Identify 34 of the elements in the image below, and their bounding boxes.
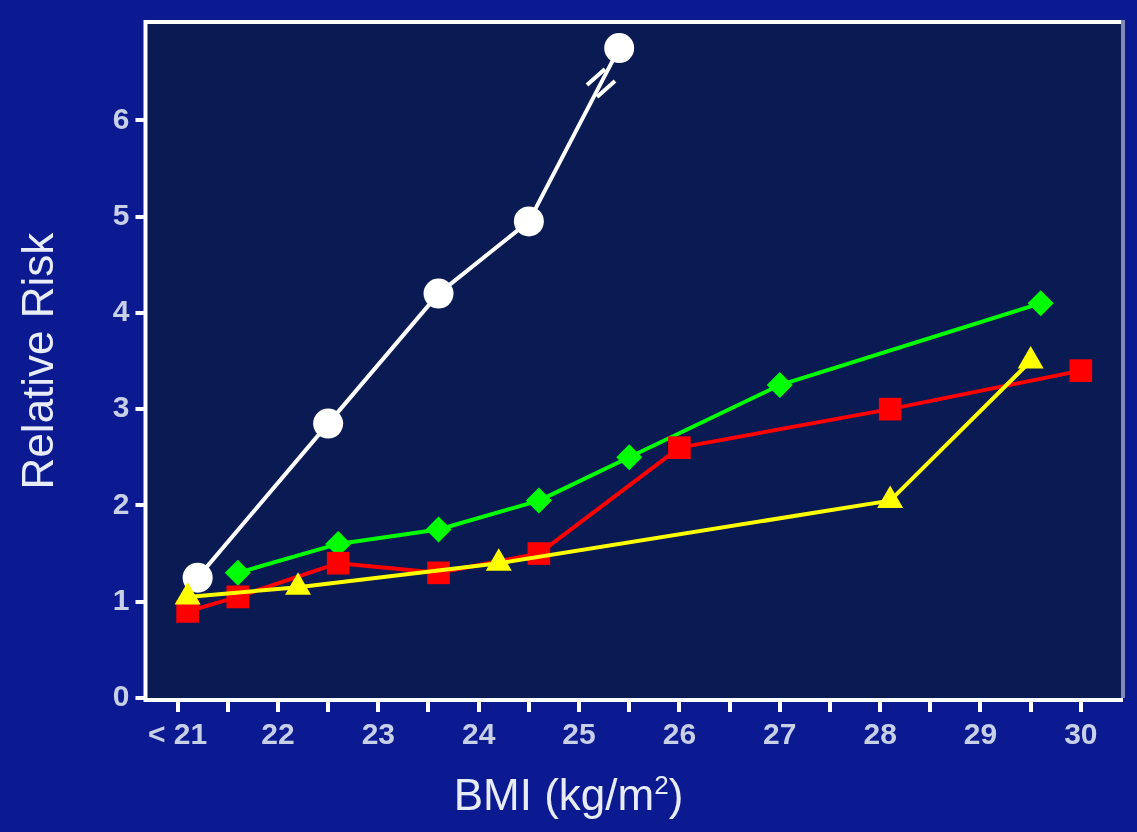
point (425, 516, 452, 543)
x-axis-title: BMI (kg/m$^{2}$) (452, 770, 685, 820)
x-tick-label: 24 (461, 717, 496, 751)
y-tick-label: 2 (112, 486, 130, 520)
y-tick-label: 4 (112, 294, 130, 328)
point (878, 397, 902, 421)
x-tick-label: 29 (963, 717, 998, 751)
y-tick-label: 1 (112, 582, 130, 616)
x-tick-label: 22 (261, 717, 295, 751)
point (513, 206, 544, 237)
point (668, 436, 691, 459)
x-tick-label: 26 (662, 717, 697, 751)
point (326, 551, 350, 575)
point (604, 33, 635, 64)
y-tick-label: 3 (112, 390, 130, 424)
point (313, 408, 344, 439)
point (1027, 290, 1054, 317)
y-tick-label: 5 (112, 197, 130, 231)
point (525, 487, 552, 514)
x-tick-label: < 21 (147, 717, 208, 751)
x-tick-label: 25 (562, 717, 596, 751)
x-tick-label: 30 (1064, 717, 1098, 751)
y-tick-label: 0 (112, 679, 130, 713)
y-tick-label: 6 (112, 101, 130, 135)
point (224, 559, 251, 586)
point (423, 278, 454, 309)
x-tick-label: 28 (863, 717, 897, 751)
x-tick-label: 23 (361, 717, 396, 751)
y-axis-title: Relative Risk (12, 231, 62, 490)
point (616, 444, 643, 471)
point (182, 562, 213, 593)
point (766, 372, 793, 399)
point (1069, 359, 1093, 382)
x-tick-label: 27 (763, 717, 797, 751)
